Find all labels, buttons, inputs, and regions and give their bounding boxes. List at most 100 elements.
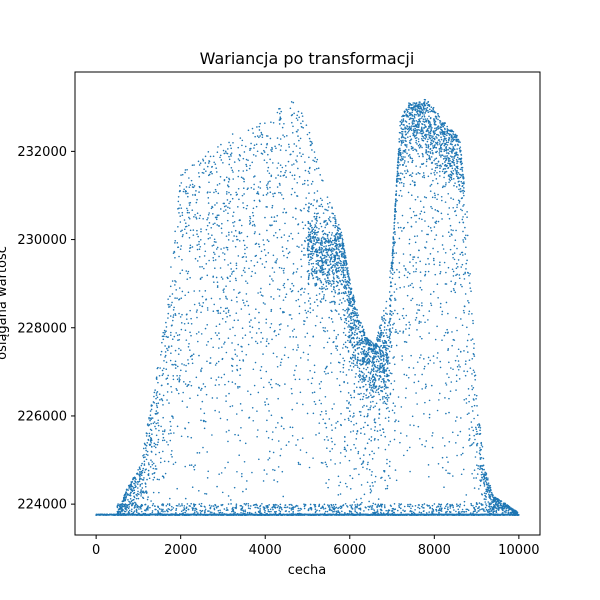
data-point bbox=[331, 272, 334, 274]
data-point bbox=[183, 505, 186, 507]
data-point bbox=[444, 382, 447, 384]
data-point bbox=[203, 267, 205, 270]
data-point bbox=[290, 507, 293, 509]
data-point bbox=[414, 241, 417, 244]
data-point bbox=[177, 392, 180, 395]
data-point bbox=[244, 145, 247, 148]
data-point bbox=[387, 509, 389, 512]
data-point bbox=[265, 513, 268, 515]
data-point bbox=[289, 288, 292, 290]
data-point bbox=[393, 291, 396, 293]
data-point bbox=[262, 239, 265, 241]
data-point bbox=[174, 256, 176, 259]
data-point bbox=[166, 399, 168, 401]
data-point bbox=[241, 350, 243, 353]
data-point bbox=[421, 373, 423, 376]
data-point bbox=[252, 504, 255, 507]
data-point bbox=[472, 319, 474, 322]
data-point bbox=[427, 270, 430, 273]
data-point bbox=[271, 267, 274, 269]
data-point bbox=[313, 371, 316, 374]
data-point bbox=[270, 310, 273, 313]
data-point bbox=[323, 503, 326, 506]
data-point bbox=[438, 264, 441, 266]
data-point bbox=[334, 262, 337, 265]
data-point bbox=[507, 511, 510, 513]
data-point bbox=[258, 233, 261, 236]
data-point bbox=[422, 510, 425, 513]
data-point bbox=[197, 331, 200, 333]
data-point bbox=[270, 296, 272, 298]
data-point bbox=[381, 386, 384, 388]
data-point bbox=[253, 183, 255, 186]
data-point bbox=[456, 365, 459, 368]
data-point bbox=[405, 374, 408, 377]
data-point bbox=[237, 206, 239, 208]
data-point bbox=[274, 506, 276, 509]
data-point bbox=[127, 499, 129, 501]
data-point bbox=[346, 504, 348, 507]
data-point bbox=[252, 513, 254, 516]
data-point bbox=[390, 346, 393, 348]
data-point bbox=[256, 342, 259, 345]
data-point bbox=[271, 438, 274, 441]
data-point bbox=[407, 271, 409, 273]
data-point bbox=[155, 410, 158, 412]
data-point bbox=[332, 511, 334, 513]
data-point bbox=[428, 399, 431, 402]
data-point bbox=[242, 239, 245, 242]
data-point bbox=[179, 512, 181, 515]
data-point bbox=[395, 288, 398, 290]
data-point bbox=[368, 500, 370, 503]
data-point bbox=[213, 508, 216, 511]
data-point bbox=[243, 503, 246, 505]
data-point bbox=[151, 511, 154, 514]
data-point bbox=[369, 401, 372, 403]
data-point bbox=[237, 158, 240, 160]
data-point bbox=[266, 239, 269, 241]
data-point bbox=[394, 429, 396, 432]
data-point bbox=[209, 155, 212, 158]
data-point bbox=[423, 365, 426, 368]
data-point bbox=[257, 391, 260, 394]
data-point bbox=[309, 297, 311, 300]
data-point bbox=[466, 370, 469, 373]
data-point bbox=[393, 508, 396, 511]
data-point bbox=[242, 255, 245, 258]
data-point bbox=[383, 314, 385, 317]
data-point bbox=[282, 284, 285, 287]
data-point bbox=[417, 380, 420, 383]
data-point bbox=[146, 454, 149, 456]
data-point bbox=[230, 499, 232, 501]
data-point bbox=[174, 367, 177, 369]
data-point bbox=[237, 434, 240, 437]
data-point bbox=[242, 510, 245, 512]
data-point bbox=[234, 229, 237, 232]
data-point bbox=[456, 503, 458, 506]
data-point bbox=[400, 406, 403, 408]
data-point bbox=[206, 324, 209, 326]
data-point bbox=[237, 292, 240, 294]
data-point bbox=[329, 301, 331, 304]
data-point bbox=[254, 317, 256, 319]
data-point bbox=[284, 504, 287, 506]
data-point bbox=[164, 354, 167, 357]
data-point bbox=[160, 508, 162, 511]
data-point bbox=[406, 169, 409, 171]
data-point bbox=[184, 511, 187, 514]
data-point bbox=[409, 323, 411, 326]
data-point bbox=[346, 506, 349, 508]
data-point bbox=[248, 511, 251, 514]
data-point bbox=[320, 410, 323, 413]
data-point bbox=[158, 451, 161, 454]
data-point bbox=[372, 406, 375, 409]
data-point bbox=[330, 504, 333, 507]
data-point bbox=[421, 176, 424, 178]
data-point bbox=[218, 411, 221, 413]
data-point bbox=[437, 250, 439, 253]
data-point bbox=[275, 177, 277, 179]
data-point bbox=[351, 369, 353, 371]
data-point bbox=[318, 505, 320, 507]
data-point bbox=[312, 159, 314, 162]
data-point bbox=[351, 504, 353, 506]
